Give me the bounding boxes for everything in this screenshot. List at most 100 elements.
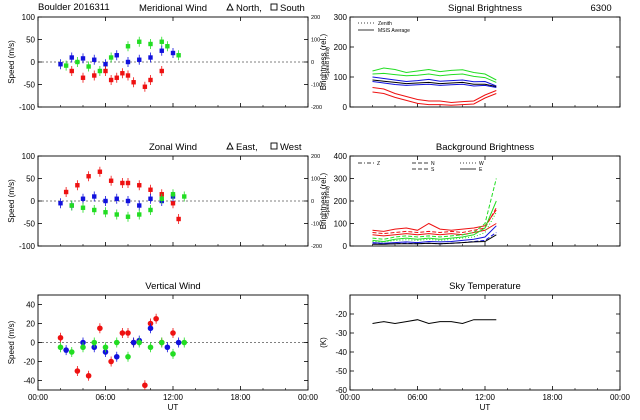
y-tick-label: -20	[23, 358, 35, 367]
data-point	[125, 353, 131, 360]
x-tick-label: 12:00	[163, 393, 184, 402]
data-point	[57, 334, 64, 341]
background-series-line	[372, 200, 497, 243]
triangle-marker-icon	[226, 2, 234, 11]
data-point	[103, 62, 108, 67]
zonal-marker-label-2: West	[280, 142, 302, 153]
data-point	[148, 41, 153, 47]
y-tick-label: -20	[335, 310, 347, 319]
y-tick-label: 20	[26, 320, 35, 329]
data-point	[148, 196, 153, 201]
data-point	[108, 55, 114, 60]
meridional-marker-label-1: North,	[236, 3, 262, 14]
x-tick-label: 00:00	[298, 393, 319, 402]
data-point	[103, 210, 108, 215]
square-marker-icon	[270, 3, 278, 11]
data-point	[137, 39, 142, 44]
data-point	[120, 180, 125, 186]
y-tick-label: 200	[334, 43, 348, 52]
legend-label: MSIS Average	[378, 28, 410, 34]
y-tick-label: -50	[335, 367, 347, 376]
background-series-line	[372, 234, 497, 245]
y-tick-label: 400	[334, 152, 348, 161]
data-point	[108, 358, 114, 365]
meridional-marker-label-2: South	[280, 3, 305, 14]
data-point	[63, 63, 69, 68]
data-point	[114, 212, 119, 217]
data-point	[63, 189, 69, 195]
data-point	[103, 198, 108, 204]
background-series-line	[372, 209, 497, 232]
data-point	[148, 77, 153, 83]
sky-frame	[349, 294, 621, 391]
sky-title: Sky Temperature	[449, 281, 521, 292]
data-point	[159, 48, 164, 53]
data-point	[92, 57, 97, 62]
data-point	[114, 196, 119, 201]
y-tick-label: 0	[31, 197, 36, 206]
data-point	[68, 349, 75, 355]
data-point	[137, 57, 142, 62]
data-point	[142, 382, 148, 389]
data-point	[86, 174, 91, 179]
data-point	[103, 68, 108, 74]
data-point	[164, 344, 171, 351]
data-point	[159, 39, 164, 44]
x-tick-label: 12:00	[475, 393, 496, 402]
meridional-plot-area	[58, 36, 181, 92]
signal-title: Signal Brightness	[448, 3, 522, 14]
meridional-ylabel: Speed (m/s)	[7, 40, 16, 84]
data-point	[120, 71, 125, 76]
y-tick-label: 50	[26, 36, 35, 45]
y-tick-label: 200	[334, 197, 348, 206]
zonal-marker-label-1: East,	[236, 142, 258, 153]
data-point	[130, 339, 137, 346]
background-title: Background Brightness	[436, 142, 534, 153]
data-point	[142, 84, 148, 89]
y-tick-label: -60	[335, 386, 347, 395]
y2-tick-label: -200	[311, 244, 322, 250]
y-tick-label: -100	[19, 103, 36, 112]
data-point	[102, 344, 109, 351]
data-point	[125, 180, 131, 186]
zonal-ylabel: Speed (m/s)	[7, 179, 16, 223]
y-tick-label: 40	[26, 301, 35, 310]
data-point	[125, 330, 131, 336]
data-point	[63, 347, 69, 353]
triangle-marker-icon	[226, 141, 234, 150]
data-point	[125, 44, 131, 49]
x-tick-label: 00:00	[28, 393, 49, 402]
station-date-label: Boulder 2016311	[38, 2, 110, 13]
data-point	[69, 203, 74, 208]
data-point	[159, 68, 164, 74]
signal-series-line	[372, 87, 497, 104]
zonal-y2label: Speed (m/s)	[325, 186, 331, 216]
data-point	[176, 216, 181, 222]
signal-series-line	[372, 81, 497, 88]
data-point	[97, 68, 103, 74]
y-tick-label: 100	[22, 13, 36, 22]
background-ylabel: Brightness (rel.)	[319, 172, 328, 229]
data-point	[125, 198, 131, 204]
data-point	[86, 64, 91, 69]
x-tick-label: 00:00	[340, 393, 361, 402]
data-point	[119, 330, 126, 336]
data-point	[80, 205, 86, 210]
data-point	[69, 55, 74, 60]
data-point	[147, 325, 154, 332]
vertical-plot-area	[57, 313, 188, 390]
data-point	[125, 214, 131, 219]
y-tick-label: -30	[335, 329, 347, 338]
data-point	[80, 196, 86, 201]
data-point	[170, 192, 176, 197]
data-point	[170, 351, 176, 357]
signal-series-line	[372, 76, 497, 87]
data-point	[175, 339, 182, 346]
y2-tick-label: 100	[311, 177, 320, 183]
data-point	[159, 196, 164, 201]
x-tick-label: 00:00	[610, 393, 631, 402]
signal-title-right: 6300	[591, 3, 612, 14]
background-series-line	[372, 225, 497, 244]
data-point	[97, 325, 103, 332]
